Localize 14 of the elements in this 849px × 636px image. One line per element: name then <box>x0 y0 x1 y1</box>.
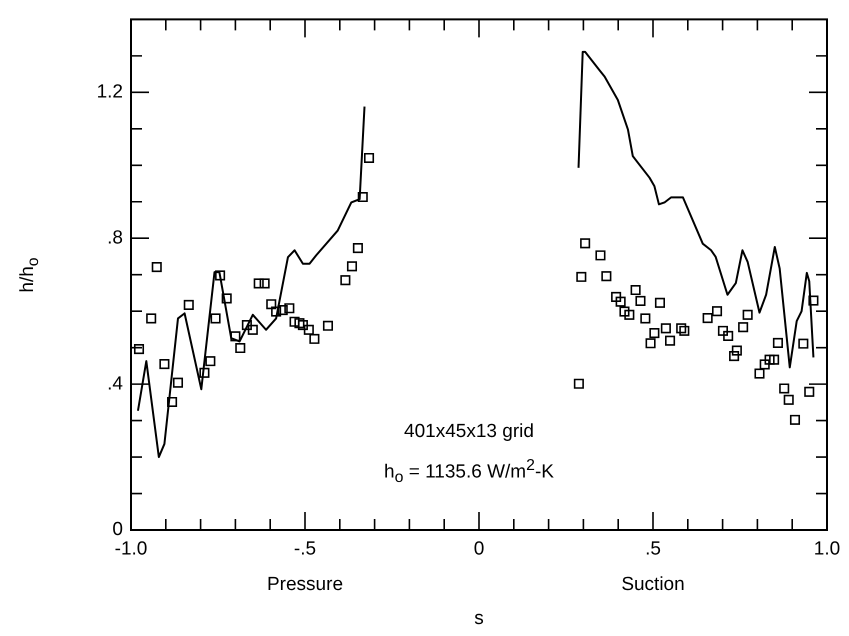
text: Suction <box>621 574 685 596</box>
x-axis-title: s <box>474 608 484 630</box>
x-tick-label: -1.0 <box>114 538 148 560</box>
x-tick-label: -.5 <box>294 538 316 560</box>
annotation: h$_{o}$ = 1135.6 W/m$^{2}$-K <box>384 456 554 488</box>
y-tick-label: 0 <box>112 519 123 540</box>
x-tick-label: .5 <box>645 538 661 560</box>
x-tick-label: 0 <box>474 538 484 560</box>
text: Pressure <box>266 574 344 596</box>
y-tick-label: .4 <box>107 373 124 394</box>
y-tick-label: .8 <box>107 227 123 248</box>
x-tick-label: 1.0 <box>814 538 840 560</box>
y-tick-label: 1.2 <box>96 82 123 103</box>
annotation: 401x45x13 grid <box>403 420 535 444</box>
